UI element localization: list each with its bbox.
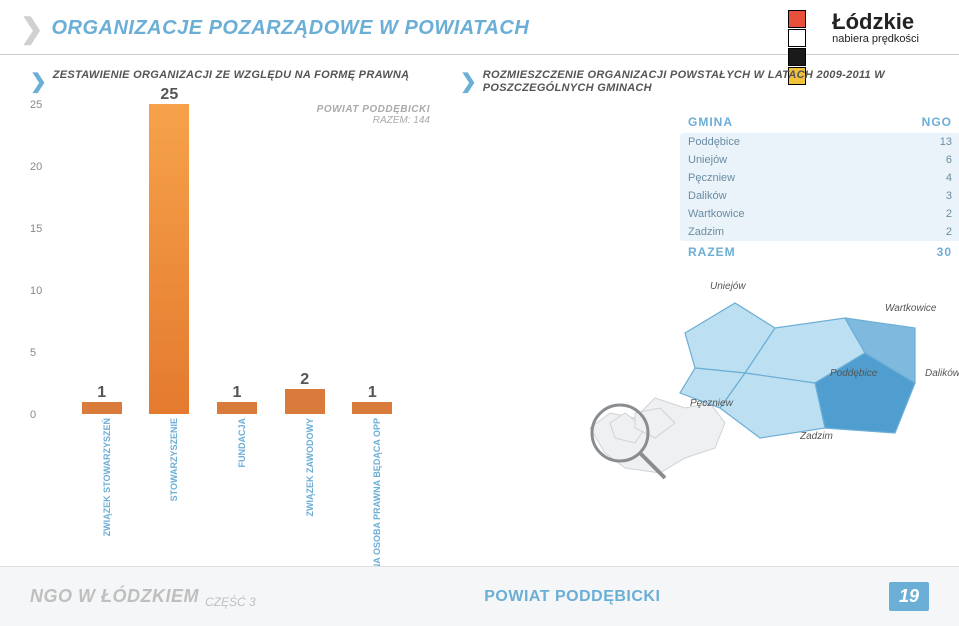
y-axis-label: 15	[30, 223, 42, 235]
subhead-right-text: ROZMIESZCZENIE ORGANIZACJI POWSTAŁYCH W …	[483, 69, 959, 95]
chevron-icon: ❯	[460, 69, 477, 94]
table-row: Wartkowice 2	[680, 205, 959, 223]
x-axis-label: ZWIĄZEK STOWARZYSZEŃ	[102, 418, 112, 536]
bar-value: 1	[368, 384, 377, 402]
x-axis-label: FUNDACJA	[237, 418, 247, 468]
table-row: Dalików 3	[680, 187, 959, 205]
cell-ngo: 13	[940, 136, 952, 148]
logo-mark-icon	[788, 10, 824, 46]
subhead-right: ❯ ROZMIESZCZENIE ORGANIZACJI POWSTAŁYCH …	[460, 69, 959, 95]
logo-square	[788, 10, 806, 28]
cell-ngo: 2	[946, 208, 952, 220]
subhead-left-text: ZESTAWIENIE ORGANIZACJI ZE WZGLĘDU NA FO…	[53, 69, 410, 82]
footer-left: NGO W ŁÓDZKIEM CZĘŚĆ 3	[30, 586, 256, 607]
bar-chart: POWIAT PODDĘBICKI RAZEM: 144 1ZWIĄZEK ST…	[30, 104, 430, 454]
cell-ngo: 3	[946, 190, 952, 202]
logo-square	[788, 29, 806, 47]
y-axis-label: 5	[30, 347, 36, 359]
chevron-icon: ❯	[30, 69, 47, 94]
cell-gmina: Poddębice	[688, 136, 740, 148]
bar-value: 1	[233, 384, 242, 402]
y-axis-label: 25	[30, 99, 42, 111]
bar-value: 1	[97, 384, 106, 402]
table-row: Zadzim 2	[680, 223, 959, 241]
page-title: ORGANIZACJE POZARZĄDOWE W POWIATACH	[51, 17, 529, 40]
footer-left-main: NGO W ŁÓDZKIEM	[30, 586, 199, 607]
logo-square	[788, 48, 806, 66]
cell-gmina: Wartkowice	[688, 208, 744, 220]
footer: NGO W ŁÓDZKIEM CZĘŚĆ 3 POWIAT PODDĘBICKI…	[0, 566, 959, 626]
logo-sub: nabiera prędkości	[832, 33, 919, 45]
table-row: Poddębice 13	[680, 133, 959, 151]
footer-page-number: 19	[889, 582, 929, 611]
logo-main: Łódzkie	[832, 11, 919, 33]
table-row: Uniejów 6	[680, 151, 959, 169]
chevron-icon: ❯	[20, 12, 43, 45]
bar: 1FUNDACJA	[217, 402, 257, 414]
table-foot: RAZEM 30	[680, 241, 959, 263]
map-label: Wartkowice	[885, 303, 937, 314]
cell-ngo: 6	[946, 154, 952, 166]
title-wrap: ❯ ORGANIZACJE POZARZĄDOWE W POWIATACH	[20, 12, 529, 45]
y-axis-label: 10	[30, 285, 42, 297]
cell-ngo: 4	[946, 172, 952, 184]
table-head: GMINA NGO	[680, 111, 959, 133]
col-left: ❯ ZESTAWIENIE ORGANIZACJI ZE WZGLĘDU NA …	[30, 69, 430, 483]
gmina-table: GMINA NGO Poddębice 13 Uniejów 6 Pęczniew 4 Da…	[680, 111, 959, 263]
map-label: Zadzim	[800, 431, 833, 442]
map-label: Dalików	[925, 368, 959, 379]
table-body: Poddębice 13 Uniejów 6 Pęczniew 4 Dalików 3 Wart…	[680, 133, 959, 241]
head-gmina: GMINA	[688, 115, 733, 129]
bar: 1ZWIĄZEK STOWARZYSZEŃ	[82, 402, 122, 414]
logo: Łódzkie nabiera prędkości	[788, 10, 919, 46]
foot-label: RAZEM	[688, 245, 736, 259]
cell-ngo: 2	[946, 226, 952, 238]
footer-left-sub: CZĘŚĆ 3	[205, 595, 256, 609]
subhead-left: ❯ ZESTAWIENIE ORGANIZACJI ZE WZGLĘDU NA …	[30, 69, 430, 94]
logo-text: Łódzkie nabiera prędkości	[832, 11, 919, 45]
cell-gmina: Dalików	[688, 190, 727, 202]
map: Uniejów Wartkowice Poddębice Dalików Pęc…	[460, 263, 959, 483]
map-label: Poddębice	[830, 368, 877, 379]
head-ngo: NGO	[922, 115, 952, 129]
header: ❯ ORGANIZACJE POZARZĄDOWE W POWIATACH Łó…	[0, 0, 959, 46]
footer-center: POWIAT PODDĘBICKI	[484, 588, 660, 606]
table-row: Pęczniew 4	[680, 169, 959, 187]
bar-value: 25	[160, 86, 178, 104]
map-label: Pęczniew	[690, 398, 733, 409]
bar: 25STOWARZYSZENIE	[149, 104, 189, 414]
bar: 1INNA OSOBA PRAWNA BĘDĄCA OPP	[352, 402, 392, 414]
cell-gmina: Zadzim	[688, 226, 724, 238]
bar: 2ZWIĄZEK ZAWODOWY	[285, 389, 325, 414]
cell-gmina: Pęczniew	[688, 172, 735, 184]
cell-gmina: Uniejów	[688, 154, 727, 166]
map-label: Uniejów	[710, 281, 746, 292]
x-axis-label: STOWARZYSZENIE	[169, 418, 179, 501]
x-axis-label: INNA OSOBA PRAWNA BĘDĄCA OPP	[372, 418, 382, 579]
map-svg	[460, 263, 959, 483]
divider	[0, 54, 959, 55]
y-axis-label: 0	[30, 409, 36, 421]
plot-area: 1ZWIĄZEK STOWARZYSZEŃ 25STOWARZYSZENIE 1FU…	[54, 104, 420, 414]
foot-value: 30	[937, 245, 952, 259]
col-right: ❯ ROZMIESZCZENIE ORGANIZACJI POWSTAŁYCH …	[460, 69, 959, 483]
y-axis-label: 20	[30, 161, 42, 173]
bar-value: 2	[300, 371, 309, 389]
x-axis-label: ZWIĄZEK ZAWODOWY	[305, 418, 315, 517]
